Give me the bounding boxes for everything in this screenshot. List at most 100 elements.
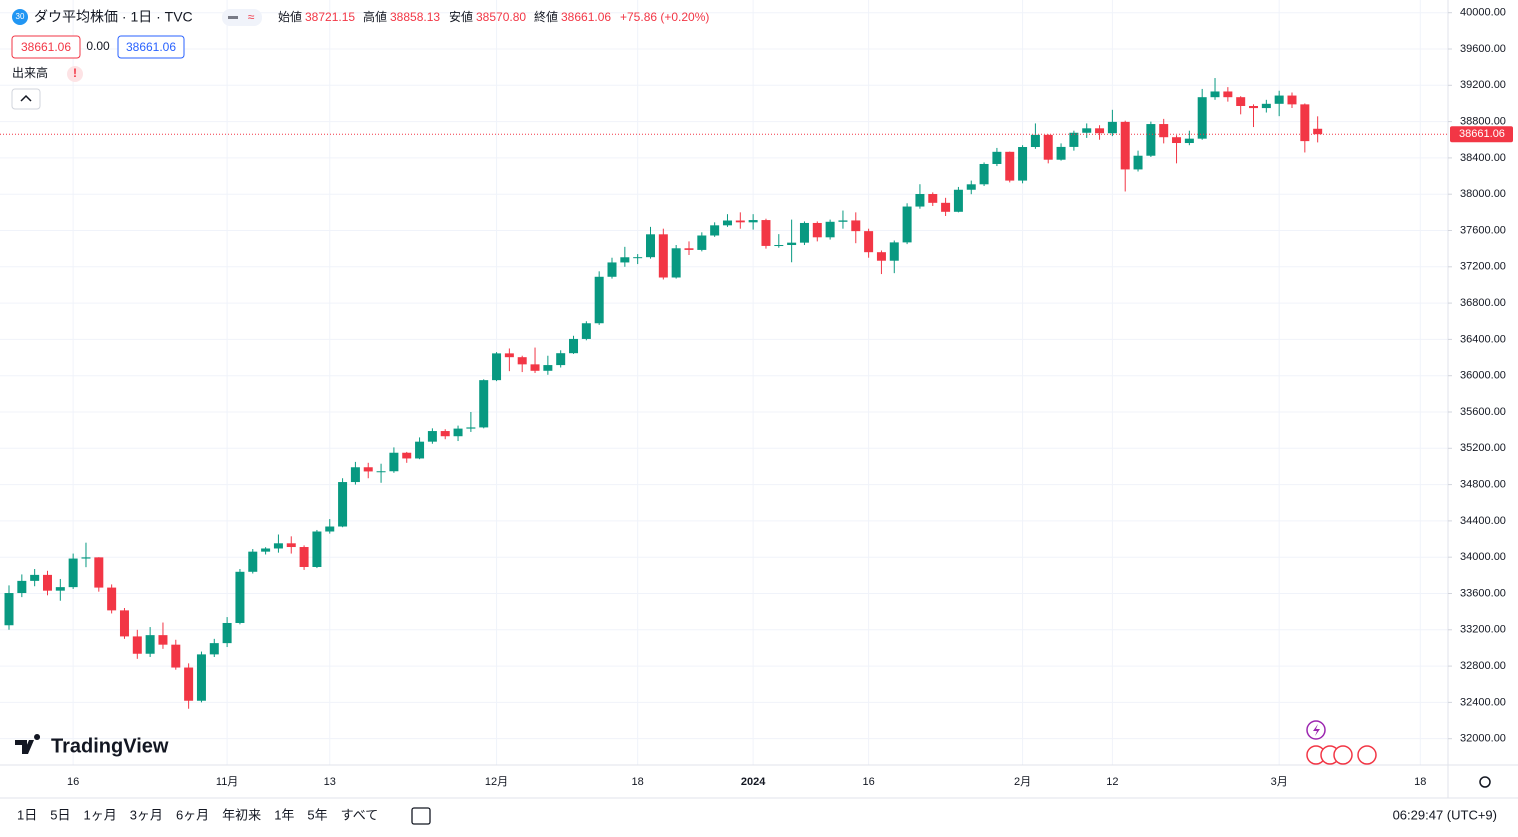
event-icon bbox=[1313, 724, 1320, 736]
candle-body bbox=[710, 225, 720, 236]
candle-body bbox=[119, 610, 129, 637]
x-tick-label: 16 bbox=[862, 776, 874, 788]
y-tick-label: 38400.00 bbox=[1460, 152, 1506, 164]
candle-body bbox=[979, 163, 989, 185]
candle-body bbox=[222, 622, 232, 644]
candle-body bbox=[1210, 91, 1220, 98]
candle-body bbox=[312, 531, 322, 567]
pill-icon bbox=[228, 16, 238, 19]
candle-body bbox=[479, 380, 489, 428]
candle-body bbox=[864, 231, 874, 253]
symbol-badge bbox=[12, 9, 28, 25]
x-tick-label: 18 bbox=[1414, 776, 1426, 788]
x-tick-label: 16 bbox=[67, 776, 79, 788]
candle-body bbox=[107, 587, 117, 611]
candle-body bbox=[1095, 128, 1105, 134]
candle-body bbox=[941, 202, 951, 212]
candle-body bbox=[17, 580, 27, 594]
y-tick-label: 34000.00 bbox=[1460, 551, 1506, 563]
ohlc-value: 38858.13 bbox=[390, 10, 440, 24]
candle-body bbox=[902, 206, 912, 243]
range-button[interactable]: 5年 bbox=[307, 807, 327, 822]
alert-icon[interactable] bbox=[67, 66, 83, 82]
candle-body bbox=[132, 636, 142, 654]
candle-body bbox=[581, 323, 591, 339]
y-tick-label: 32400.00 bbox=[1460, 696, 1506, 708]
range-button[interactable]: すべて bbox=[341, 807, 379, 822]
candle-body bbox=[1172, 137, 1182, 144]
range-button[interactable]: 1日 bbox=[17, 807, 37, 822]
candle-body bbox=[543, 365, 553, 371]
candle-body bbox=[261, 548, 271, 552]
candle-body bbox=[825, 221, 835, 238]
candle-body bbox=[671, 248, 681, 278]
ask-box[interactable] bbox=[117, 35, 185, 59]
candle-body bbox=[620, 257, 630, 263]
candles bbox=[4, 78, 1323, 709]
candle-body bbox=[966, 184, 976, 190]
candle-body bbox=[799, 222, 809, 243]
candle-body bbox=[556, 353, 566, 366]
candle-body bbox=[1300, 104, 1310, 142]
y-tick-label: 33200.00 bbox=[1460, 624, 1506, 636]
ohlc-value: 38721.15 bbox=[305, 10, 355, 24]
ohlc-value: 38570.80 bbox=[476, 10, 526, 24]
candle-body bbox=[363, 467, 373, 472]
y-tick-label: 34400.00 bbox=[1460, 515, 1506, 527]
badge-text: 30 bbox=[16, 12, 25, 21]
y-tick-label: 36000.00 bbox=[1460, 370, 1506, 382]
candle-body bbox=[569, 338, 579, 354]
x-tick-label: 13 bbox=[324, 776, 336, 788]
candle-body bbox=[928, 194, 938, 203]
x-tick-label: 2024 bbox=[741, 776, 766, 788]
logo: TradingView bbox=[51, 735, 169, 757]
candle-body bbox=[735, 220, 745, 223]
candle-body bbox=[196, 654, 206, 701]
y-tick-label: 40000.00 bbox=[1460, 7, 1506, 19]
collapse-button[interactable] bbox=[11, 88, 41, 110]
alert-text: ! bbox=[73, 66, 77, 80]
candle-body bbox=[4, 593, 14, 626]
y-tick-label: 37600.00 bbox=[1460, 224, 1506, 236]
range-button[interactable]: 6ヶ月 bbox=[176, 807, 209, 822]
ohlc-label: 安値 bbox=[449, 9, 473, 24]
settings-icon[interactable] bbox=[1479, 776, 1491, 788]
compare-pill[interactable] bbox=[222, 9, 262, 26]
candle-body bbox=[1146, 124, 1156, 156]
bid: 38661.06 bbox=[21, 40, 71, 54]
range-button[interactable]: 1年 bbox=[274, 807, 294, 822]
y-tick-label: 35600.00 bbox=[1460, 406, 1506, 418]
candle-body bbox=[235, 571, 245, 623]
candle-body bbox=[427, 431, 437, 442]
candle-body bbox=[633, 257, 643, 259]
range-button[interactable]: 年初来 bbox=[222, 807, 261, 822]
candle-body bbox=[68, 558, 78, 588]
range-button[interactable]: 1ヶ月 bbox=[83, 807, 116, 822]
candle-body bbox=[1287, 95, 1297, 105]
candle-body bbox=[440, 431, 450, 437]
event-flag[interactable] bbox=[1333, 745, 1353, 765]
candle-body bbox=[1223, 91, 1233, 98]
candle-body bbox=[1107, 121, 1117, 134]
candle-body bbox=[684, 248, 694, 250]
range-button[interactable]: 5日 bbox=[50, 807, 70, 822]
bid-box[interactable] bbox=[11, 35, 81, 59]
candle-body bbox=[1274, 95, 1284, 104]
candle-body bbox=[376, 471, 386, 473]
range-button[interactable]: 3ヶ月 bbox=[130, 807, 163, 822]
y-tick-label: 32800.00 bbox=[1460, 660, 1506, 672]
calendar-icon[interactable] bbox=[411, 807, 431, 825]
candle-body bbox=[1184, 138, 1194, 144]
candle-body bbox=[1043, 134, 1053, 160]
candle-body bbox=[209, 643, 219, 655]
candle-body bbox=[876, 252, 886, 261]
candle-body bbox=[273, 543, 283, 549]
pill-icon: ≈ bbox=[248, 10, 255, 24]
x-tick-label: 12 bbox=[1106, 776, 1118, 788]
candle-body bbox=[158, 635, 168, 645]
event-flag[interactable] bbox=[1357, 745, 1377, 765]
candle-body bbox=[761, 220, 771, 246]
candle-body bbox=[812, 222, 822, 238]
y-tick-label: 32000.00 bbox=[1460, 733, 1506, 745]
